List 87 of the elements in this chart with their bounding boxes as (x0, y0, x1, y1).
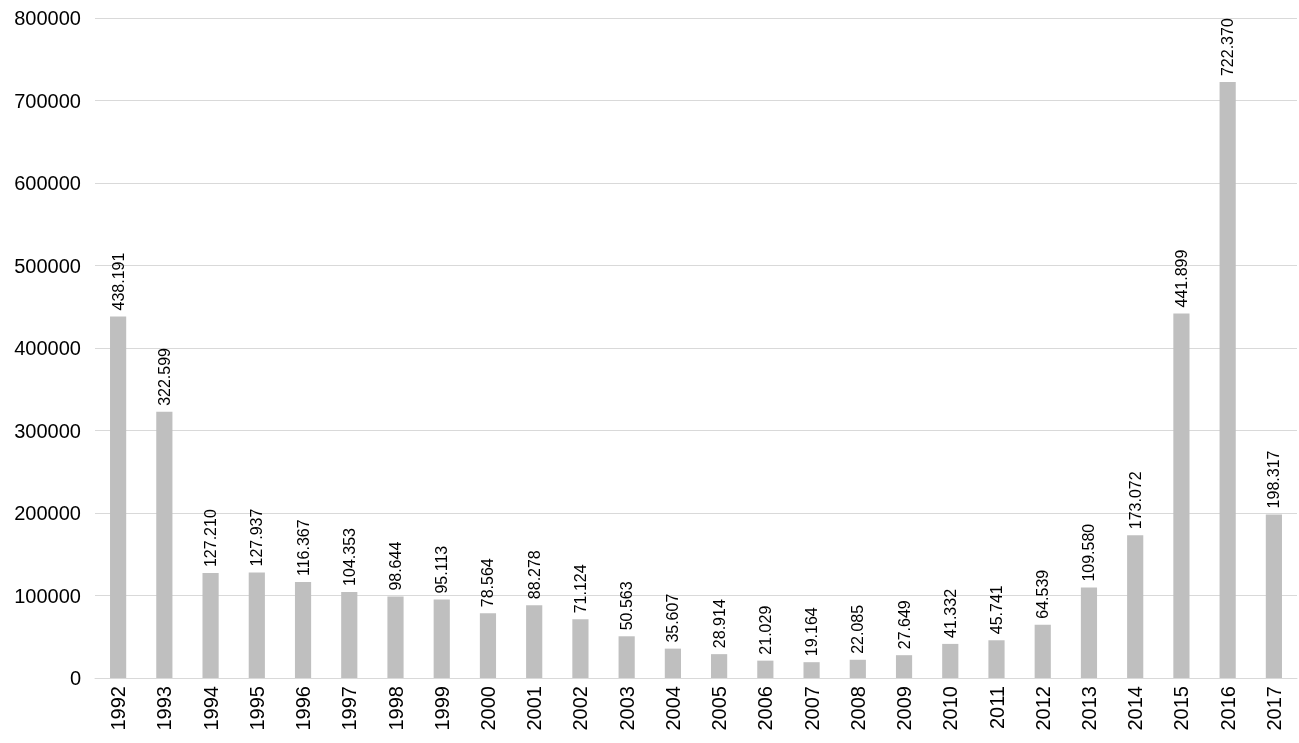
data-label: 441.899 (1172, 249, 1190, 308)
bar (942, 643, 959, 678)
x-tick-label: 2007 (800, 686, 823, 731)
x-tick-label: 2009 (893, 686, 916, 731)
data-label: 438.191 (109, 252, 127, 311)
x-tick-label: 1997 (338, 686, 361, 731)
bar (526, 605, 543, 678)
data-label: 98.644 (387, 541, 404, 591)
data-label: 45.741 (988, 585, 1005, 635)
data-label: 50.563 (618, 581, 636, 631)
x-tick-label: 2004 (661, 686, 684, 731)
bar (988, 640, 1005, 678)
y-tick-label: 300000 (14, 419, 81, 442)
x-tick-label: 2006 (754, 686, 777, 731)
x-tick-label: 2000 (476, 686, 499, 731)
x-tick-label: 2005 (708, 686, 731, 731)
data-label: 27.649 (895, 600, 913, 650)
x-tick-label: 1994 (199, 686, 222, 731)
bar (387, 596, 404, 678)
bar (618, 636, 635, 678)
data-label: 104.353 (340, 527, 358, 586)
x-tick-label: 1996 (292, 686, 315, 731)
data-label: 95.113 (433, 545, 451, 594)
bar (1173, 313, 1190, 678)
x-tick-label: 2011 (985, 686, 1008, 730)
bar (202, 573, 219, 678)
x-tick-label: 1995 (245, 686, 268, 731)
x-tick-label: 2010 (939, 686, 962, 731)
data-label: 19.164 (803, 607, 821, 657)
data-label: 109.580 (1080, 523, 1098, 582)
x-tick-label: 2013 (1077, 686, 1100, 731)
bar (1265, 514, 1282, 678)
bar (341, 591, 358, 678)
data-label: 88.278 (525, 550, 543, 600)
x-tick-label: 1993 (153, 686, 176, 731)
x-tick-label: 2002 (569, 686, 592, 731)
y-tick-label: 700000 (14, 89, 81, 112)
bar (110, 316, 127, 678)
data-label: 322.599 (155, 347, 173, 406)
bar (757, 660, 774, 678)
bar (1219, 82, 1236, 678)
y-tick-label: 800000 (14, 7, 81, 29)
y-tick-label: 0 (69, 667, 81, 689)
x-tick-label: 2014 (1124, 686, 1147, 731)
data-label: 28.914 (710, 599, 728, 649)
y-tick-label: 200000 (14, 502, 81, 524)
data-label: 71.124 (571, 564, 589, 614)
data-label: 173.072 (1126, 471, 1144, 530)
bar (156, 411, 173, 678)
bar (803, 662, 820, 678)
bar (479, 613, 497, 678)
data-label: 41.332 (941, 588, 959, 638)
x-tick-label: 2008 (846, 686, 869, 731)
data-label: 64.539 (1034, 569, 1052, 619)
bar (294, 582, 312, 678)
data-label: 35.607 (664, 593, 682, 643)
x-tick-label: 1992 (107, 686, 130, 731)
bar (849, 659, 866, 678)
x-tick-label: 2017 (1262, 686, 1285, 731)
data-label: 21.029 (756, 605, 774, 655)
y-tick-label: 100000 (14, 584, 81, 607)
bar (1127, 535, 1144, 678)
y-tick-label: 400000 (14, 337, 81, 359)
data-label: 78.564 (479, 558, 497, 608)
x-tick-label: 2012 (1031, 686, 1054, 731)
bar (248, 572, 265, 678)
y-tick-label: 600000 (14, 172, 81, 194)
bar (1080, 587, 1098, 678)
x-tick-label: 1998 (384, 686, 407, 731)
data-label: 127.937 (248, 508, 266, 567)
bar (433, 599, 450, 678)
x-tick-label: 2015 (1170, 686, 1193, 731)
x-tick-label: 1999 (430, 686, 453, 731)
bar (572, 619, 589, 678)
data-label: 722.370 (1219, 18, 1237, 77)
x-tick-label: 2001 (523, 686, 546, 731)
data-label: 198.317 (1265, 450, 1283, 509)
data-label: 127.210 (202, 509, 220, 568)
bar (1034, 624, 1051, 678)
data-label: 116.367 (294, 519, 312, 576)
bar (895, 655, 913, 678)
y-tick-label: 500000 (14, 254, 81, 277)
x-tick-label: 2003 (615, 686, 638, 731)
bar (711, 654, 728, 678)
x-tick-label: 2016 (1216, 686, 1239, 731)
bar (664, 648, 681, 678)
data-label: 22.085 (849, 604, 867, 654)
